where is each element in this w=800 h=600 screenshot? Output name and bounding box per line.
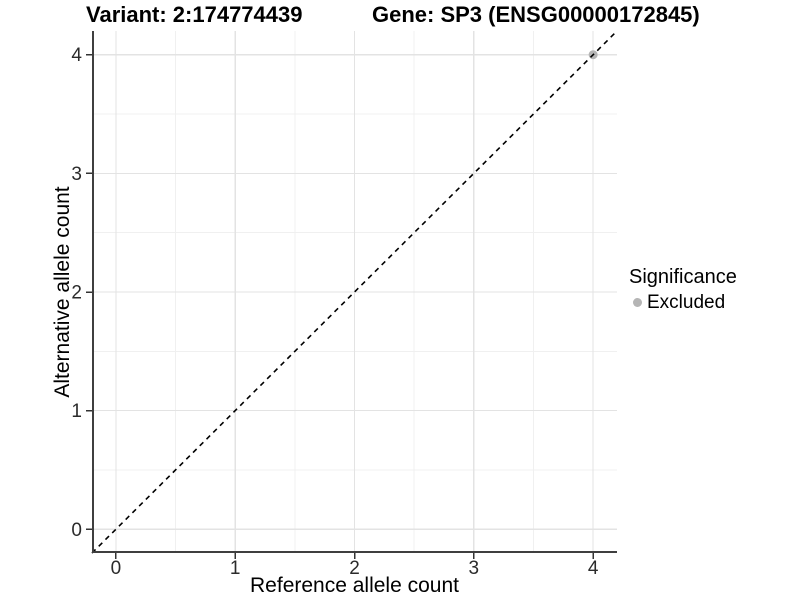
axis-lines bbox=[92, 31, 617, 553]
y-axis-title: Alternative allele count bbox=[51, 186, 74, 398]
y-tick-label: 1 bbox=[71, 401, 82, 422]
grid-major bbox=[92, 31, 617, 553]
gene-title: Gene: SP3 (ENSG00000172845) bbox=[372, 2, 700, 27]
x-tick-label: 1 bbox=[230, 558, 241, 579]
legend: Significance Excluded bbox=[629, 265, 737, 314]
y-tick-label: 4 bbox=[71, 45, 82, 66]
legend-item-label: Excluded bbox=[647, 292, 726, 313]
y-tick-labels: 0 1 2 3 4 bbox=[71, 45, 82, 541]
tick-marks bbox=[86, 53, 594, 559]
x-tick-label: 4 bbox=[588, 558, 599, 579]
legend-item-excluded: Excluded bbox=[629, 291, 737, 314]
y-tick-label: 3 bbox=[71, 164, 82, 185]
legend-title: Significance bbox=[629, 266, 737, 288]
excluded-point-swatch-icon bbox=[633, 298, 642, 307]
x-tick-labels: 0 1 2 3 4 bbox=[111, 558, 599, 579]
variant-title: Variant: 2:174774439 bbox=[86, 2, 303, 27]
y-tick-label: 2 bbox=[71, 283, 82, 304]
y-tick-label: 0 bbox=[71, 520, 82, 541]
x-axis-title: Reference allele count bbox=[250, 574, 459, 597]
x-tick-label: 2 bbox=[349, 558, 360, 579]
plot-panel: 0 1 2 3 4 0 1 2 3 4 bbox=[71, 31, 618, 579]
x-tick-label: 3 bbox=[469, 558, 480, 579]
x-tick-label: 0 bbox=[111, 558, 122, 579]
